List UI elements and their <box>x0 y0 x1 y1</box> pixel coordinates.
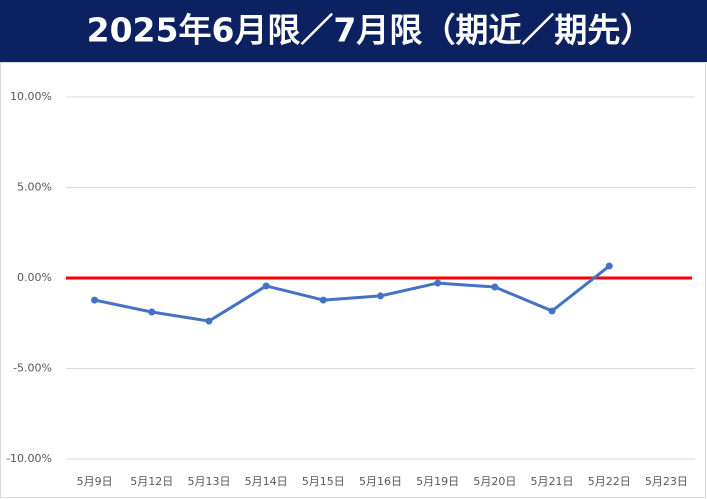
x-tick-label: 5月13日 <box>187 475 230 488</box>
data-point <box>319 296 327 304</box>
x-tick-label: 5月14日 <box>245 475 288 488</box>
x-tick-label: 5月9日 <box>77 475 113 488</box>
y-tick-label: 10.00% <box>10 90 52 103</box>
data-point <box>491 283 499 291</box>
y-tick-label: 0.00% <box>17 271 52 284</box>
chart-title: 2025年6月限／7月限（期近／期先） <box>87 11 654 50</box>
data-point <box>91 296 99 304</box>
chart-border <box>0 62 706 498</box>
series-line <box>94 264 611 323</box>
x-tick-label: 5月12日 <box>130 475 173 488</box>
y-tick-label: 5.00% <box>17 181 52 194</box>
x-tick-label: 5月22日 <box>588 475 631 488</box>
y-tick-label: -5.00% <box>13 362 52 375</box>
x-tick-label: 5月23日 <box>645 475 688 488</box>
y-tick-label: -10.00% <box>6 452 52 465</box>
x-tick-label: 5月19日 <box>416 475 459 488</box>
data-point <box>434 279 442 287</box>
data-point <box>205 317 213 325</box>
data-point <box>262 282 270 290</box>
x-tick-label: 5月20日 <box>473 475 516 488</box>
data-point <box>148 308 156 316</box>
x-tick-label: 5月15日 <box>302 475 345 488</box>
x-tick-label: 5月16日 <box>359 475 402 488</box>
x-tick-label: 5月21日 <box>531 475 574 488</box>
data-point <box>377 292 384 300</box>
title-bar <box>0 0 707 62</box>
data-point <box>605 262 613 270</box>
data-point <box>548 307 556 315</box>
